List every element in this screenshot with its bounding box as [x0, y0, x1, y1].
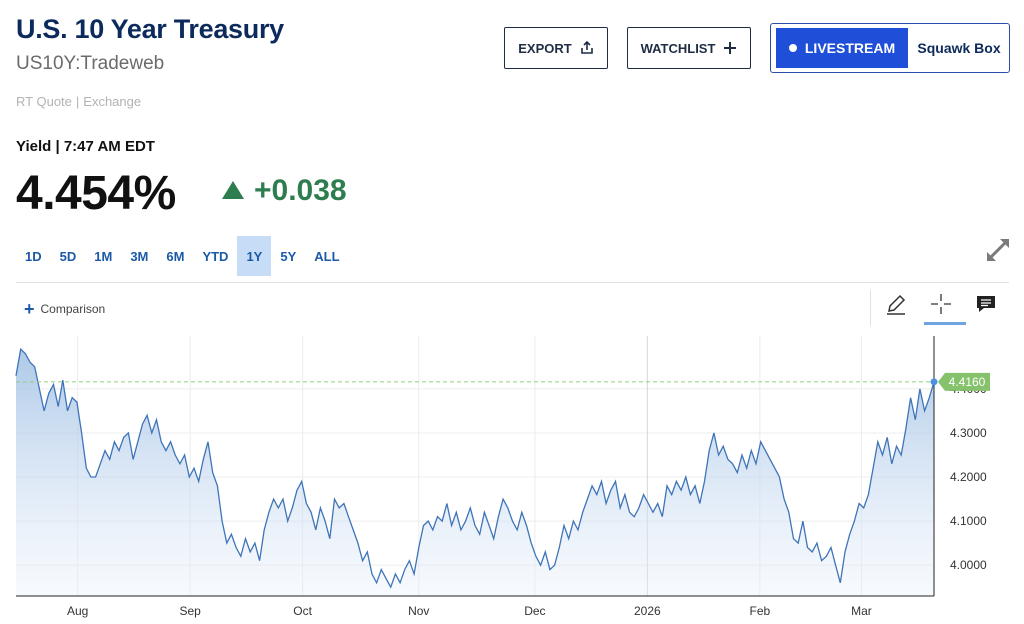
- watchlist-label: WATCHLIST: [640, 40, 716, 56]
- export-label: EXPORT: [518, 40, 572, 56]
- yield-chart[interactable]: AugSepOctNovDec2026FebMar4.40004.30004.2…: [0, 330, 1024, 624]
- expand-icon[interactable]: [983, 235, 1013, 265]
- x-tick-label: 2026: [634, 604, 661, 618]
- comparison-label: Comparison: [40, 302, 106, 316]
- quote-separator: |: [75, 94, 80, 109]
- pencil-icon[interactable]: [884, 292, 908, 316]
- crosshair-icon[interactable]: [929, 292, 953, 316]
- x-tick-label: Feb: [749, 604, 770, 618]
- price-value: 4.454%: [16, 167, 176, 220]
- livestream-label: LIVESTREAM: [804, 40, 896, 56]
- current-point: [930, 378, 938, 386]
- exchange-label: Exchange: [83, 94, 142, 109]
- toolbar-divider: [870, 290, 871, 326]
- section-divider: [16, 282, 1009, 283]
- export-button[interactable]: EXPORT: [504, 27, 608, 69]
- comment-icon[interactable]: [974, 292, 998, 316]
- live-dot-icon: [788, 44, 797, 52]
- livestream-button[interactable]: LIVESTREAM: [776, 28, 908, 68]
- yield-time-label: Yield | 7:47 AM EDT: [16, 138, 155, 155]
- x-tick-label: Sep: [179, 604, 201, 618]
- y-tick-label: 4.3000: [950, 426, 987, 440]
- x-tick-label: Oct: [293, 604, 312, 618]
- area-fill: [16, 349, 934, 596]
- x-tick-label: Dec: [524, 604, 545, 618]
- x-tick-label: Mar: [851, 604, 872, 618]
- range-5d[interactable]: 5D: [59, 248, 77, 264]
- squawk-box-button[interactable]: Squawk Box: [917, 40, 1001, 56]
- comparison-button[interactable]: + Comparison: [24, 300, 105, 318]
- y-tick-label: 4.0000: [950, 558, 987, 572]
- quote-source: RT Quote | Exchange: [16, 94, 141, 109]
- symbol-label: US10Y:Tradeweb: [16, 53, 165, 74]
- range-1m[interactable]: 1M: [94, 248, 113, 264]
- quote-type-label: RT Quote: [16, 94, 72, 109]
- change-value: +0.038: [254, 174, 347, 207]
- y-tick-label: 4.2000: [950, 470, 987, 484]
- range-selector: 1D 5D 1M 3M 6M YTD 1Y 5Y ALL: [16, 236, 349, 276]
- range-1d[interactable]: 1D: [25, 248, 42, 264]
- livestream-group: LIVESTREAM Squawk Box: [770, 23, 1010, 73]
- page-title: U.S. 10 Year Treasury: [16, 14, 284, 44]
- range-ytd[interactable]: YTD: [202, 248, 229, 264]
- current-value-label: 4.4160: [949, 375, 986, 389]
- share-icon: [580, 41, 593, 54]
- plus-icon: +: [24, 299, 35, 319]
- range-1y[interactable]: 1Y: [237, 236, 272, 276]
- active-tool-indicator: [924, 322, 966, 325]
- plus-icon: [724, 42, 737, 54]
- range-6m[interactable]: 6M: [166, 248, 185, 264]
- x-tick-label: Nov: [408, 604, 429, 618]
- range-3m[interactable]: 3M: [130, 248, 149, 264]
- x-tick-label: Aug: [67, 604, 88, 618]
- y-tick-label: 4.1000: [950, 514, 987, 528]
- series-line: [15, 347, 935, 589]
- watchlist-button[interactable]: WATCHLIST: [627, 27, 751, 69]
- up-arrow-icon: [222, 181, 244, 199]
- range-all[interactable]: ALL: [314, 248, 340, 264]
- current-value-tag: [938, 372, 990, 391]
- range-5y[interactable]: 5Y: [280, 248, 297, 264]
